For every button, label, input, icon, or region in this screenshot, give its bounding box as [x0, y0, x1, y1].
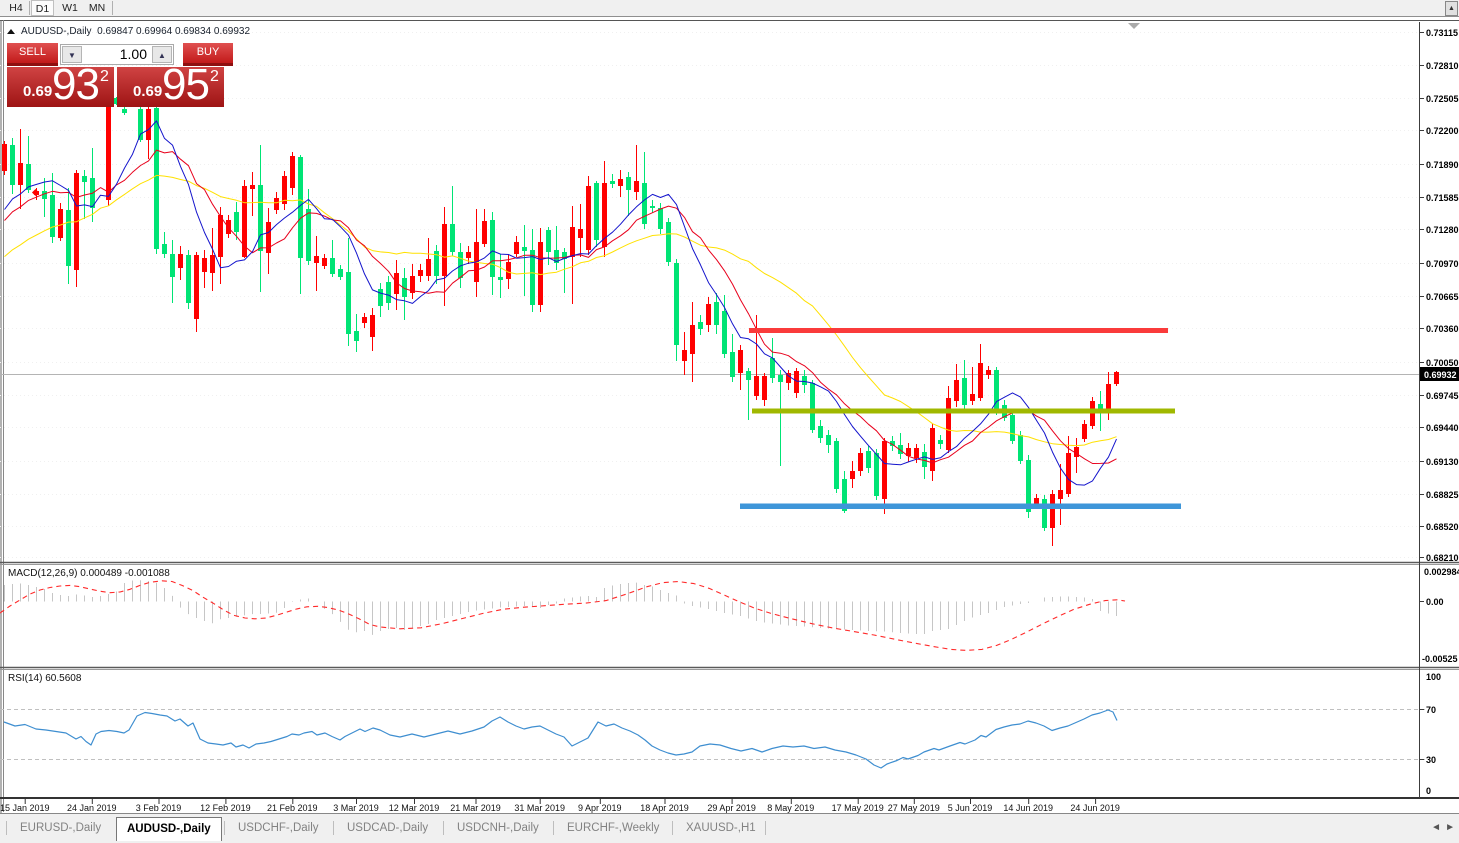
svg-text:0.69745: 0.69745	[1426, 391, 1459, 401]
svg-text:12 Feb 2019: 12 Feb 2019	[200, 803, 251, 813]
svg-text:14 Jun 2019: 14 Jun 2019	[1003, 803, 1053, 813]
svg-text:18 Apr 2019: 18 Apr 2019	[640, 803, 689, 813]
svg-text:-0.00525: -0.00525	[1422, 654, 1458, 664]
svg-text:0.72505: 0.72505	[1426, 94, 1459, 104]
svg-text:24 Jun 2019: 24 Jun 2019	[1070, 803, 1120, 813]
svg-text:0.68210: 0.68210	[1426, 553, 1459, 563]
svg-text:0.00: 0.00	[1426, 597, 1444, 607]
svg-text:0.71890: 0.71890	[1426, 160, 1459, 170]
svg-text:5 Jun 2019: 5 Jun 2019	[948, 803, 993, 813]
svg-text:30: 30	[1426, 755, 1436, 765]
svg-text:0: 0	[1426, 786, 1431, 796]
svg-text:0.69130: 0.69130	[1426, 457, 1459, 467]
svg-text:17 May 2019: 17 May 2019	[832, 803, 884, 813]
svg-text:RSI(14) 60.5608: RSI(14) 60.5608	[8, 673, 82, 684]
svg-text:0.73115: 0.73115	[1426, 28, 1458, 38]
svg-text:27 May 2019: 27 May 2019	[888, 803, 940, 813]
svg-text:0.70360: 0.70360	[1426, 324, 1459, 334]
svg-text:0.68520: 0.68520	[1426, 522, 1459, 532]
svg-text:3 Feb 2019: 3 Feb 2019	[136, 803, 182, 813]
svg-text:MACD(12,26,9) 0.000489 -0.0010: MACD(12,26,9) 0.000489 -0.001088	[8, 568, 170, 579]
svg-text:70: 70	[1426, 705, 1436, 715]
svg-text:15 Jan 2019: 15 Jan 2019	[0, 803, 49, 813]
svg-text:0.71280: 0.71280	[1426, 225, 1459, 235]
svg-text:21 Mar 2019: 21 Mar 2019	[450, 803, 501, 813]
svg-text:3 Mar 2019: 3 Mar 2019	[333, 803, 379, 813]
svg-text:0.69932: 0.69932	[1424, 370, 1457, 380]
svg-text:8 May 2019: 8 May 2019	[767, 803, 814, 813]
svg-text:0.72200: 0.72200	[1426, 126, 1459, 136]
svg-text:0.71585: 0.71585	[1426, 193, 1459, 203]
svg-text:9 Apr 2019: 9 Apr 2019	[578, 803, 622, 813]
svg-text:31 Mar 2019: 31 Mar 2019	[514, 803, 565, 813]
svg-text:0.68825: 0.68825	[1426, 490, 1459, 500]
svg-text:29 Apr 2019: 29 Apr 2019	[707, 803, 756, 813]
svg-text:0.70970: 0.70970	[1426, 259, 1459, 269]
svg-text:21 Feb 2019: 21 Feb 2019	[267, 803, 318, 813]
svg-text:0.69440: 0.69440	[1426, 423, 1459, 433]
svg-text:0.70050: 0.70050	[1426, 358, 1459, 368]
svg-text:24 Jan 2019: 24 Jan 2019	[67, 803, 117, 813]
svg-text:0.70665: 0.70665	[1426, 292, 1459, 302]
svg-text:12 Mar 2019: 12 Mar 2019	[389, 803, 440, 813]
svg-text:0.002984: 0.002984	[1424, 567, 1459, 577]
svg-text:0.72810: 0.72810	[1426, 61, 1459, 71]
svg-text:100: 100	[1426, 672, 1441, 682]
